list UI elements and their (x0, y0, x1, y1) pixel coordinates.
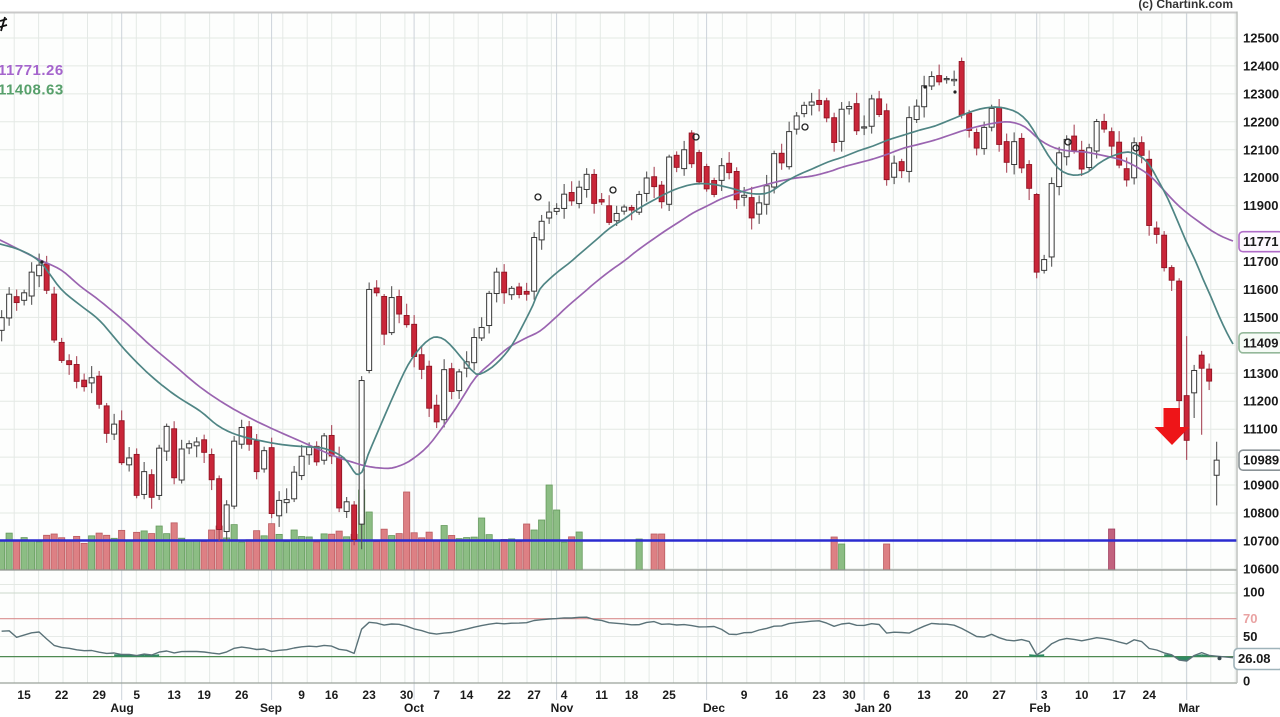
svg-text:9: 9 (741, 688, 748, 702)
svg-text:12200: 12200 (1243, 114, 1279, 129)
svg-text:Oct: Oct (404, 701, 424, 715)
svg-text:23: 23 (362, 688, 376, 702)
svg-text:Aug: Aug (110, 701, 133, 715)
svg-text:30: 30 (842, 688, 856, 702)
svg-text:(c) Chartink.com: (c) Chartink.com (1138, 0, 1233, 11)
svg-text:Dec: Dec (703, 701, 725, 715)
svg-text:13: 13 (168, 688, 182, 702)
svg-text:Jan 20: Jan 20 (854, 701, 892, 715)
svg-text:Mar: Mar (1178, 701, 1200, 715)
svg-text:10: 10 (1075, 688, 1089, 702)
svg-text:27: 27 (992, 688, 1006, 702)
svg-text:22: 22 (497, 688, 511, 702)
svg-text:70: 70 (1243, 611, 1257, 626)
svg-text:11200: 11200 (1243, 394, 1278, 409)
svg-text:13: 13 (917, 688, 931, 702)
svg-text:20: 20 (955, 688, 969, 702)
svg-text:11300: 11300 (1243, 366, 1278, 381)
svg-text:10800: 10800 (1243, 506, 1279, 521)
svg-text:11408.63: 11408.63 (0, 82, 64, 99)
svg-text:12100: 12100 (1243, 142, 1279, 157)
svg-text:23: 23 (812, 688, 826, 702)
svg-text:17: 17 (1113, 688, 1127, 702)
svg-text:30: 30 (400, 688, 414, 702)
svg-text:26.08: 26.08 (1238, 651, 1271, 666)
svg-text:10600: 10600 (1243, 561, 1279, 576)
svg-text:Sep: Sep (260, 701, 282, 715)
svg-text:11771.26: 11771.26 (0, 62, 64, 79)
svg-text:11: 11 (595, 688, 608, 702)
svg-text:5: 5 (133, 688, 140, 702)
svg-text:12400: 12400 (1243, 58, 1279, 73)
svg-text:24: 24 (1143, 688, 1157, 702)
svg-text:29: 29 (93, 688, 107, 702)
svg-text:27: 27 (527, 688, 541, 702)
svg-text:11900: 11900 (1243, 198, 1278, 213)
svg-text:12000: 12000 (1243, 170, 1279, 185)
svg-text:11700: 11700 (1243, 254, 1278, 269)
svg-text:11100: 11100 (1243, 422, 1278, 437)
svg-text:10989: 10989 (1243, 453, 1279, 468)
svg-text:3: 3 (1041, 688, 1048, 702)
svg-text:16: 16 (325, 688, 339, 702)
svg-text:Feb: Feb (1029, 701, 1050, 715)
svg-text:14: 14 (460, 688, 474, 702)
svg-text:25: 25 (662, 688, 676, 702)
svg-text:7: 7 (433, 688, 440, 702)
svg-text:26: 26 (235, 688, 249, 702)
svg-text:11600: 11600 (1243, 282, 1278, 297)
svg-text:12300: 12300 (1243, 86, 1279, 101)
svg-text:0: 0 (1243, 674, 1250, 689)
svg-text:11500: 11500 (1243, 310, 1278, 325)
svg-text:19: 19 (198, 688, 212, 702)
svg-text:6: 6 (883, 688, 890, 702)
svg-text:22: 22 (55, 688, 69, 702)
svg-text:15: 15 (17, 688, 31, 702)
svg-text:4: 4 (561, 688, 568, 702)
svg-text:9: 9 (298, 688, 305, 702)
svg-text:10700: 10700 (1243, 533, 1279, 548)
svg-text:16: 16 (775, 688, 789, 702)
svg-text:18: 18 (625, 688, 639, 702)
svg-text:12500: 12500 (1243, 31, 1279, 46)
svg-text:11409: 11409 (1243, 335, 1278, 350)
svg-text:10900: 10900 (1243, 478, 1279, 493)
svg-text:100: 100 (1243, 585, 1265, 600)
svg-text:11771: 11771 (1243, 234, 1278, 249)
svg-text:Nov: Nov (551, 701, 574, 715)
svg-text:50: 50 (1243, 629, 1257, 644)
